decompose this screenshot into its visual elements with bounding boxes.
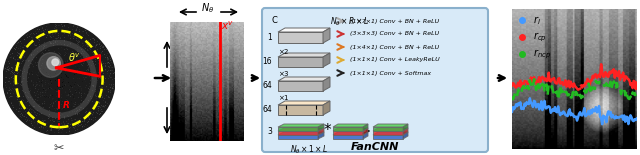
Circle shape [52, 59, 59, 66]
Text: R: R [63, 101, 69, 110]
Text: 1: 1 [268, 33, 272, 42]
Circle shape [3, 23, 115, 135]
Text: $N_\theta$: $N_\theta$ [202, 1, 214, 15]
Polygon shape [363, 132, 368, 139]
Polygon shape [403, 128, 408, 135]
Text: $N_\theta \times R \times L$: $N_\theta \times R \times L$ [330, 16, 369, 29]
Polygon shape [278, 127, 318, 131]
Polygon shape [333, 128, 368, 131]
Polygon shape [278, 32, 323, 43]
Text: $\times 2$: $\times 2$ [278, 46, 289, 55]
Polygon shape [318, 128, 324, 135]
Polygon shape [278, 105, 323, 115]
Text: 64: 64 [262, 106, 272, 115]
Polygon shape [373, 127, 403, 131]
Polygon shape [278, 128, 324, 131]
Polygon shape [373, 131, 403, 135]
Polygon shape [278, 124, 324, 127]
Text: $\theta^v$: $\theta^v$ [68, 52, 81, 64]
Polygon shape [373, 132, 408, 135]
Polygon shape [323, 28, 330, 43]
Text: $x^v$: $x^v$ [221, 20, 234, 32]
Polygon shape [278, 101, 330, 105]
Polygon shape [373, 124, 408, 127]
Circle shape [47, 57, 60, 70]
Polygon shape [333, 127, 363, 131]
Text: (1×7×1) Conv + BN + ReLU: (1×7×1) Conv + BN + ReLU [350, 18, 439, 24]
Text: $\times 1$: $\times 1$ [278, 93, 290, 102]
Circle shape [38, 53, 63, 77]
Polygon shape [323, 53, 330, 67]
Polygon shape [403, 124, 408, 131]
Polygon shape [278, 57, 323, 67]
Text: $\times 3$: $\times 3$ [278, 69, 290, 78]
Text: 3: 3 [267, 126, 272, 135]
Text: *: * [323, 124, 331, 139]
Polygon shape [278, 53, 330, 57]
Polygon shape [318, 124, 324, 131]
Text: $N_\theta \times 1 \times L$: $N_\theta \times 1 \times L$ [290, 144, 328, 155]
Text: R: R [170, 83, 177, 93]
Polygon shape [333, 131, 363, 135]
Text: 16: 16 [262, 58, 272, 66]
Polygon shape [278, 132, 324, 135]
FancyBboxPatch shape [262, 8, 488, 152]
Polygon shape [373, 128, 408, 131]
Text: ✂: ✂ [54, 142, 65, 155]
Text: FanCNN: FanCNN [351, 142, 399, 152]
Polygon shape [333, 124, 368, 127]
Polygon shape [363, 124, 368, 131]
Text: $r_{ncp}$: $r_{ncp}$ [533, 47, 551, 61]
Polygon shape [278, 81, 323, 91]
Polygon shape [333, 135, 363, 139]
Polygon shape [403, 132, 408, 139]
Polygon shape [323, 101, 330, 115]
Text: $r_{cp}$: $r_{cp}$ [533, 31, 547, 44]
Polygon shape [278, 135, 318, 139]
Polygon shape [363, 128, 368, 135]
Text: (1×1×1) Conv + Softmax: (1×1×1) Conv + Softmax [350, 71, 431, 75]
Text: (3×3×3) Conv + BN + ReLU: (3×3×3) Conv + BN + ReLU [350, 31, 439, 36]
Text: $r_l$: $r_l$ [533, 14, 541, 27]
Polygon shape [278, 131, 318, 135]
Polygon shape [318, 132, 324, 139]
Text: (1×4×1) Conv + BN + ReLU: (1×4×1) Conv + BN + ReLU [350, 44, 439, 49]
Text: C: C [271, 16, 277, 25]
Polygon shape [278, 77, 330, 81]
Polygon shape [373, 135, 403, 139]
Polygon shape [278, 28, 330, 32]
Text: 64: 64 [262, 82, 272, 91]
Polygon shape [333, 132, 368, 135]
Text: (1×1×1) Conv + LeakyReLU: (1×1×1) Conv + LeakyReLU [350, 58, 440, 62]
Polygon shape [323, 77, 330, 91]
